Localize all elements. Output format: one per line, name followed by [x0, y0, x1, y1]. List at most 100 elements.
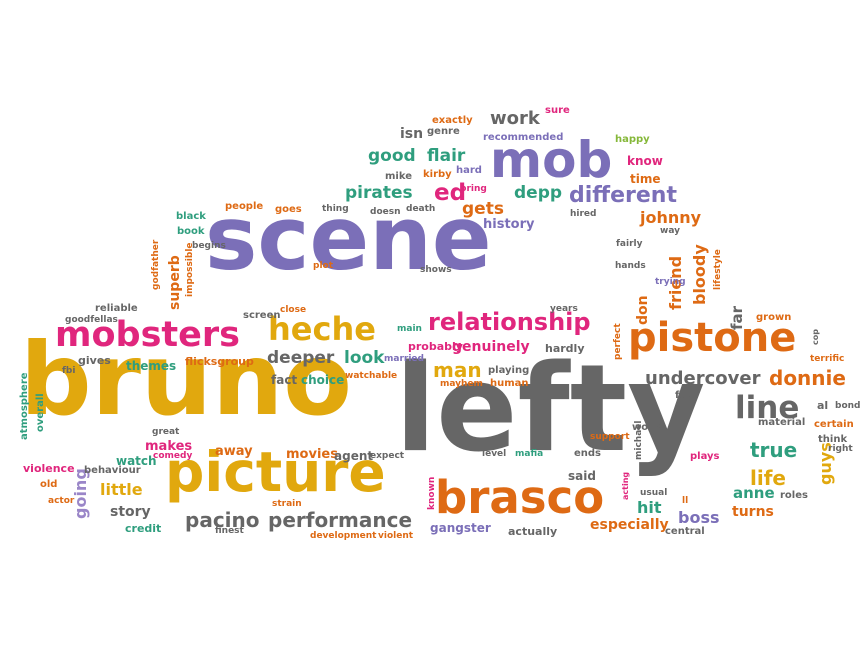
cloud-word-violence: violence [23, 462, 75, 475]
cloud-word-credit: credit [125, 522, 162, 535]
cloud-word-human: human [490, 378, 529, 389]
cloud-word-plays: plays [690, 451, 720, 462]
cloud-word-mike: mike [385, 171, 413, 182]
cloud-word-mafia: mafia [515, 449, 544, 459]
cloud-word-goodfellas: goodfellas [65, 315, 118, 325]
cloud-word-movies: movies [286, 447, 338, 462]
cloud-word-line: line [735, 390, 800, 426]
cloud-word-gives: gives [78, 354, 111, 367]
cloud-word-pirates: pirates [345, 183, 413, 203]
cloud-word-bond: bond [835, 401, 861, 411]
cloud-word-depp: depp [514, 183, 563, 203]
cloud-word-performance: performance [268, 508, 413, 532]
cloud-word-book: book [177, 226, 205, 237]
cloud-word-fairly: fairly [616, 239, 643, 249]
cloud-word-goes: goes [275, 204, 302, 215]
cloud-word-exactly: exactly [432, 115, 473, 126]
cloud-word-support: support [590, 432, 630, 442]
cloud-word-different: different [569, 183, 677, 208]
cloud-word-agent: agent [334, 449, 374, 463]
cloud-word-look: look [344, 348, 385, 368]
cloud-word-lifestyle: lifestyle [713, 249, 723, 290]
cloud-word-people: people [225, 201, 264, 212]
cloud-word-kirby: kirby [423, 169, 452, 180]
cloud-word-usual: usual [640, 488, 668, 498]
cloud-word-watchable: watchable [345, 371, 398, 381]
cloud-word-actually: actually [508, 525, 558, 538]
cloud-word-plot: plot [313, 261, 334, 271]
cloud-word-deeper: deeper [267, 348, 335, 368]
cloud-word-especially: especially [590, 517, 669, 533]
cloud-word-hired: hired [570, 209, 597, 219]
cloud-word-certain: certain [814, 419, 854, 430]
cloud-word-godfather: godfather [151, 239, 161, 290]
cloud-word-behaviour: behaviour [84, 465, 141, 476]
cloud-word-life: life [750, 466, 786, 490]
cloud-word-little: little [100, 480, 143, 499]
cloud-word-screen: screen [243, 310, 281, 321]
cloud-word-undercover: undercover [645, 368, 761, 389]
cloud-word-don: don [635, 295, 651, 325]
cloud-word-level: level [482, 449, 507, 459]
cloud-word-old: old [40, 479, 58, 490]
cloud-word-impossible: impossible [185, 242, 195, 297]
cloud-word-playing: playing [488, 365, 530, 376]
cloud-word-gangster: gangster [430, 521, 491, 535]
cloud-word-said: said [568, 469, 596, 483]
cloud-word-bruno: bruno [20, 321, 352, 438]
cloud-word-overall: overall [35, 393, 46, 432]
cloud-word-watch: watch [116, 454, 157, 468]
cloud-word-perfect: perfect [613, 323, 623, 360]
cloud-word-choice: choice [301, 373, 345, 387]
cloud-word-time: time [630, 172, 661, 186]
cloud-word-know: know [627, 154, 663, 168]
cloud-word-finest: finest [215, 526, 244, 536]
cloud-word-genre: genre [427, 126, 460, 137]
cloud-word-cop: cop [811, 329, 820, 345]
cloud-word-trying: trying [655, 277, 686, 287]
cloud-word-ends: ends [574, 448, 602, 459]
cloud-word-close: close [280, 305, 307, 315]
cloud-word-boss: boss [678, 508, 720, 527]
cloud-word-away: away [215, 444, 253, 459]
cloud-word-recommended: recommended [483, 132, 564, 143]
cloud-word-acting: acting [621, 471, 630, 500]
cloud-word-scene: scene [205, 187, 492, 290]
cloud-word-superb: superb [167, 255, 183, 310]
cloud-word-hands: hands [615, 261, 646, 271]
cloud-word-think: think [818, 434, 848, 445]
cloud-word-work: work [490, 108, 540, 129]
cloud-word-brasco: brasco [435, 471, 605, 524]
cloud-word-begins: begins [192, 241, 226, 251]
cloud-word-gets: gets [462, 199, 504, 219]
cloud-word-flair: flair [427, 146, 466, 166]
cloud-word-strain: strain [272, 499, 302, 509]
cloud-word-probably: probably [408, 340, 463, 353]
cloud-word-fast: fast [675, 390, 697, 401]
cloud-word-anne: anne [733, 484, 775, 502]
cloud-word-history: history [483, 217, 535, 232]
cloud-word-bring: bring [460, 184, 487, 194]
cloud-word-bloody: bloody [690, 244, 709, 305]
cloud-word-themes: themes [126, 359, 177, 373]
cloud-word-thing: thing [322, 204, 349, 214]
cloud-word-death: death [406, 204, 436, 214]
cloud-word-turns: turns [732, 504, 774, 520]
cloud-word-hard: hard [456, 165, 482, 176]
cloud-word-man: man [433, 358, 482, 382]
cloud-word-sure: sure [545, 105, 570, 116]
cloud-word-lefty: lefty [395, 340, 706, 479]
cloud-word-mayhem: mayhem [440, 379, 483, 389]
cloud-word-relationship: relationship [428, 308, 591, 336]
cloud-word-shows: shows [420, 265, 452, 275]
cloud-word-material: material [758, 417, 806, 428]
cloud-word-pacino: pacino [185, 508, 260, 532]
cloud-word-way: way [660, 226, 680, 236]
cloud-word-hardly: hardly [545, 342, 585, 355]
cloud-word-true: true [750, 438, 798, 462]
cloud-word-far: far [728, 305, 746, 330]
cloud-word-expect: expect [370, 451, 405, 461]
cloud-word-actor: actor [48, 496, 75, 506]
cloud-word-pistone: pistone [628, 315, 797, 361]
